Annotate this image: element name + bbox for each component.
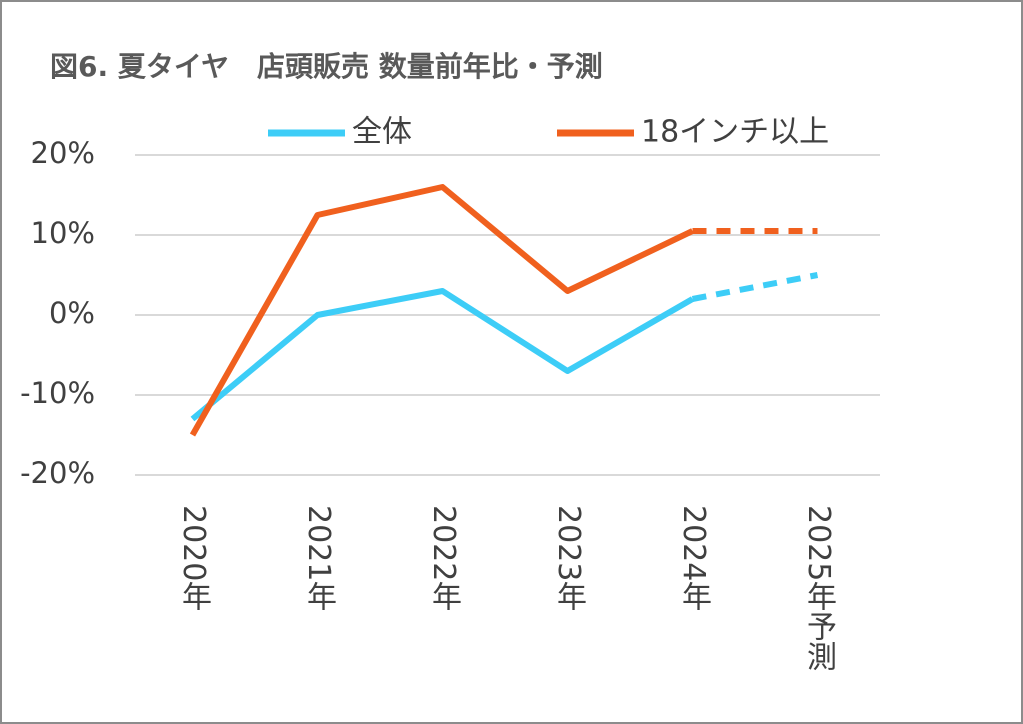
legend-label: 全体 <box>352 115 412 150</box>
y-tick-label: -10% <box>20 376 95 410</box>
series-line <box>691 272 819 302</box>
series-line <box>189 184 694 437</box>
x-tick-label: 2023年 <box>551 505 586 612</box>
x-tick-label: 2021年 <box>301 505 336 612</box>
x-tick-label: 2022年 <box>426 505 461 612</box>
y-tick-label: 10% <box>31 216 95 250</box>
x-tick-label: 2024年 <box>676 505 711 612</box>
y-tick-label: 0% <box>49 296 95 330</box>
y-tick-label: 20% <box>31 136 95 170</box>
x-tick-label: 2025年予測 <box>801 505 836 672</box>
legend-label: 18インチ以上 <box>641 115 829 150</box>
chart-title: 図6. 夏タイヤ 店頭販売 数量前年比・予測 <box>50 50 603 83</box>
x-tick-label: 2020年 <box>176 505 211 612</box>
series-line <box>190 288 694 422</box>
y-tick-label: -20% <box>20 456 95 490</box>
